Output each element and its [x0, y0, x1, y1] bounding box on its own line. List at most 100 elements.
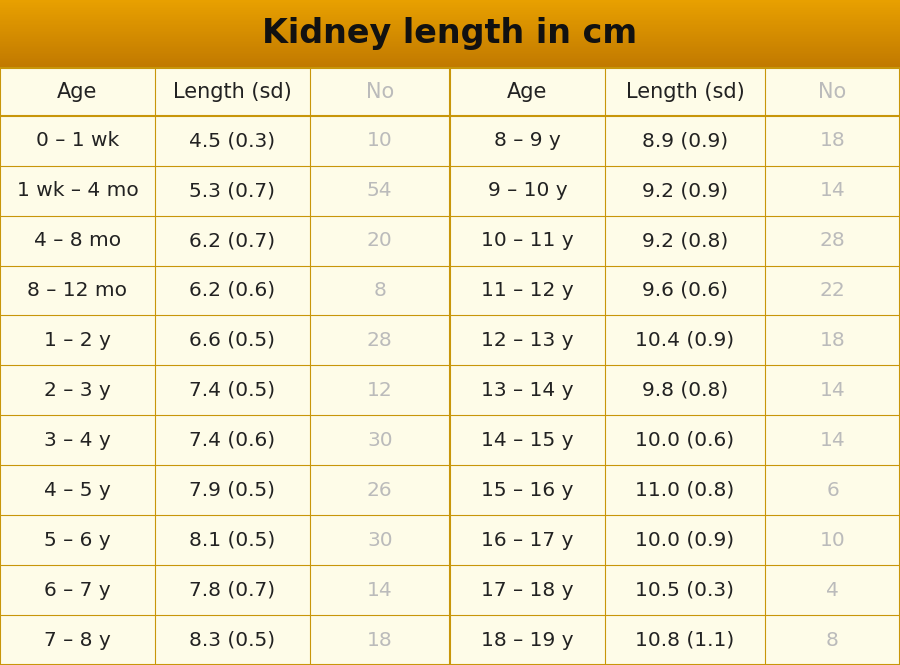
Bar [0, 49, 900, 50]
Text: 8.1 (0.5): 8.1 (0.5) [189, 531, 275, 550]
Bar [0, 44, 900, 45]
Bar [0, 34, 900, 35]
Bar [0, 2, 900, 3]
Text: 18: 18 [820, 131, 845, 150]
Text: 8.3 (0.5): 8.3 (0.5) [189, 630, 275, 650]
Text: 22: 22 [820, 281, 845, 300]
Text: 9.2 (0.8): 9.2 (0.8) [642, 231, 728, 250]
Text: 9.6 (0.6): 9.6 (0.6) [642, 281, 728, 300]
Text: 8 – 12 mo: 8 – 12 mo [27, 281, 128, 300]
Text: 30: 30 [367, 431, 392, 450]
Text: 9 – 10 y: 9 – 10 y [488, 181, 567, 200]
Text: 14: 14 [820, 181, 845, 200]
Bar [0, 1, 900, 2]
Text: Length (sd): Length (sd) [626, 82, 744, 102]
Bar [0, 55, 900, 56]
Text: 26: 26 [367, 481, 392, 499]
Text: 15 – 16 y: 15 – 16 y [482, 481, 573, 499]
Text: 8 – 9 y: 8 – 9 y [494, 131, 561, 150]
Text: 17 – 18 y: 17 – 18 y [482, 581, 573, 600]
Text: Length (sd): Length (sd) [173, 82, 292, 102]
Text: 18 – 19 y: 18 – 19 y [482, 630, 573, 650]
Bar [0, 9, 900, 10]
Text: 6 – 7 y: 6 – 7 y [44, 581, 111, 600]
Bar [0, 23, 900, 24]
Text: 7.9 (0.5): 7.9 (0.5) [189, 481, 275, 499]
Bar [0, 25, 900, 27]
Text: 5.3 (0.7): 5.3 (0.7) [189, 181, 275, 200]
Bar [0, 15, 900, 16]
Bar [0, 33, 900, 34]
Text: 9.8 (0.8): 9.8 (0.8) [642, 381, 728, 400]
Text: 10.8 (1.1): 10.8 (1.1) [635, 630, 734, 650]
Text: 13 – 14 y: 13 – 14 y [482, 381, 573, 400]
Text: No: No [818, 82, 847, 102]
Bar [0, 11, 900, 12]
Bar [0, 31, 900, 32]
Text: 10.0 (0.6): 10.0 (0.6) [635, 431, 734, 450]
Bar [0, 46, 900, 47]
Text: 10: 10 [820, 531, 845, 550]
Bar [0, 62, 900, 63]
Text: Age: Age [508, 82, 547, 102]
Text: 20: 20 [367, 231, 392, 250]
Bar [0, 5, 900, 6]
Bar [0, 24, 900, 25]
Text: 8.9 (0.9): 8.9 (0.9) [642, 131, 728, 150]
Text: 3 – 4 y: 3 – 4 y [44, 431, 111, 450]
Bar [0, 39, 900, 40]
Text: 16 – 17 y: 16 – 17 y [482, 531, 573, 550]
Bar [0, 3, 900, 4]
Bar [0, 58, 900, 59]
Text: 28: 28 [820, 231, 845, 250]
Bar [0, 45, 900, 46]
Bar [0, 22, 900, 23]
Text: 7.8 (0.7): 7.8 (0.7) [189, 581, 275, 600]
Text: 7.4 (0.6): 7.4 (0.6) [189, 431, 275, 450]
Text: 4: 4 [826, 581, 839, 600]
Bar [0, 61, 900, 62]
Bar [0, 27, 900, 28]
Text: 10.4 (0.9): 10.4 (0.9) [635, 331, 734, 350]
Bar [0, 67, 900, 68]
Bar [0, 16, 900, 17]
Bar [0, 12, 900, 13]
Text: 14: 14 [820, 431, 845, 450]
Text: 4 – 8 mo: 4 – 8 mo [34, 231, 121, 250]
Bar [0, 52, 900, 53]
Text: 54: 54 [367, 181, 392, 200]
Text: 14: 14 [367, 581, 392, 600]
Text: 4 – 5 y: 4 – 5 y [44, 481, 111, 499]
Bar [0, 19, 900, 21]
Bar [0, 51, 900, 52]
Bar [0, 41, 900, 43]
Text: No: No [365, 82, 394, 102]
Text: 6: 6 [826, 481, 839, 499]
Text: 14: 14 [820, 381, 845, 400]
Bar [0, 63, 900, 64]
Text: Kidney length in cm: Kidney length in cm [263, 17, 637, 51]
Text: 1 – 2 y: 1 – 2 y [44, 331, 111, 350]
Bar [0, 4, 900, 5]
Bar [0, 0, 900, 1]
Bar [0, 37, 900, 38]
Bar [0, 43, 900, 44]
Text: 6.6 (0.5): 6.6 (0.5) [189, 331, 275, 350]
Text: 12 – 13 y: 12 – 13 y [482, 331, 573, 350]
Bar [0, 13, 900, 15]
Text: 10.0 (0.9): 10.0 (0.9) [635, 531, 734, 550]
Text: 7.4 (0.5): 7.4 (0.5) [189, 381, 275, 400]
Text: 4.5 (0.3): 4.5 (0.3) [189, 131, 275, 150]
Text: 10 – 11 y: 10 – 11 y [482, 231, 573, 250]
Text: 18: 18 [820, 331, 845, 350]
Bar [0, 59, 900, 61]
Bar [0, 50, 900, 51]
Text: 10: 10 [367, 131, 392, 150]
Text: 7 – 8 y: 7 – 8 y [44, 630, 111, 650]
Text: 28: 28 [367, 331, 392, 350]
Text: 6.2 (0.6): 6.2 (0.6) [189, 281, 275, 300]
Text: 0 – 1 wk: 0 – 1 wk [36, 131, 119, 150]
Bar [0, 18, 900, 19]
Text: 30: 30 [367, 531, 392, 550]
Bar [0, 65, 900, 66]
